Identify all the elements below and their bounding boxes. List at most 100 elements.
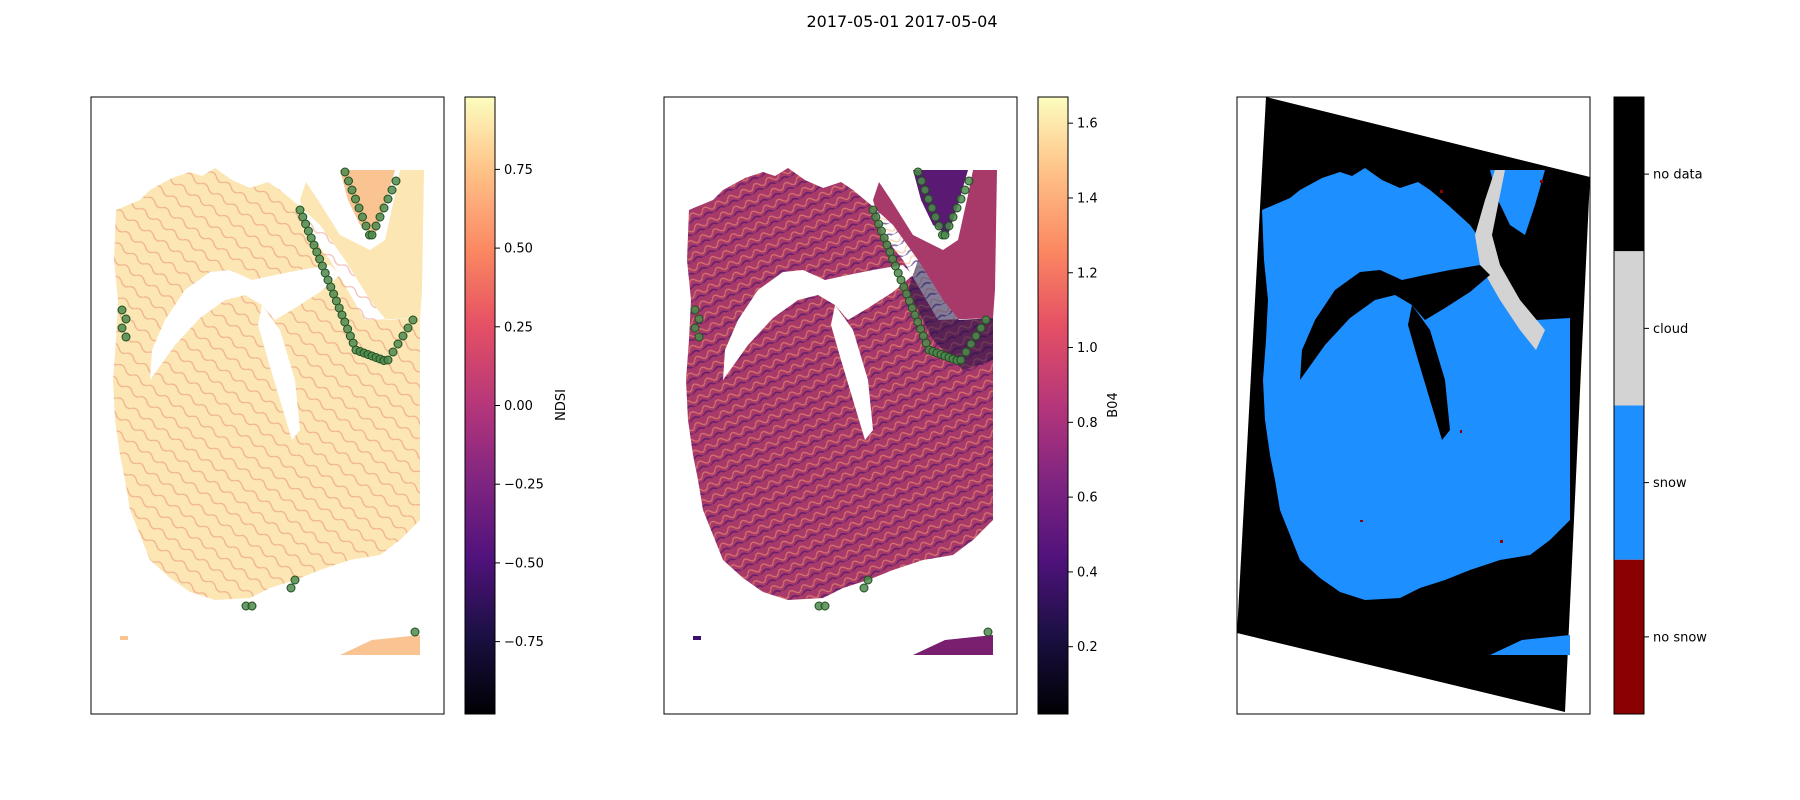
coast-marker (408, 315, 418, 325)
ndsi-map (113, 167, 424, 655)
coast-marker (375, 212, 385, 222)
coast-marker (952, 203, 962, 213)
ndsi-tick-label: 0.75 (504, 163, 533, 178)
ndsi-colorbar-label: NDSI (554, 389, 569, 421)
coast-marker (358, 212, 367, 222)
coast-marker (913, 167, 923, 177)
class-colorbar-nosnow (1614, 559, 1644, 714)
class-map (1237, 97, 1590, 712)
coast-marker (820, 601, 830, 611)
b04-tick-label: 1.6 (1077, 117, 1098, 132)
coast-marker (859, 583, 869, 593)
coast-marker (410, 627, 420, 637)
coast-marker (863, 575, 873, 585)
ndsi-tick-label: 0.25 (504, 320, 533, 335)
coast-marker (983, 627, 993, 637)
coast-marker (940, 230, 950, 240)
coast-marker (383, 355, 393, 365)
ndsi-landmass (113, 168, 424, 655)
coast-marker (121, 332, 131, 342)
class-tick-label: cloud (1653, 322, 1688, 337)
coast-marker (694, 332, 704, 342)
class-nosnow-speckles (1360, 180, 1543, 543)
coast-marker (403, 323, 413, 333)
ndsi-fjord (150, 265, 340, 380)
coast-marker (961, 347, 971, 357)
coast-marker (117, 305, 127, 315)
coast-marker (398, 331, 408, 341)
b04-tick-label: 1.2 (1077, 266, 1098, 281)
panel-b04: 0.2 0.4 0.6 0.8 1.0 1.2 1.4 1.6 B04 (663, 96, 1121, 715)
class-tick-label: no snow (1653, 630, 1707, 645)
class-colorbar-ticks: no snow snow cloud no data (1644, 168, 1707, 645)
coast-marker (286, 583, 296, 593)
b04-colorbar-gradient (1037, 96, 1069, 715)
coast-marker (948, 212, 958, 222)
coast-marker (351, 194, 360, 204)
coast-marker (354, 203, 364, 213)
b04-tick-label: 1.4 (1077, 191, 1098, 206)
ndsi-tick-label: −0.75 (504, 635, 544, 650)
coast-marker (391, 176, 401, 186)
coast-marker (347, 185, 357, 195)
coast-marker (920, 185, 930, 195)
b04-coast-markers (690, 167, 993, 637)
coast-marker (361, 221, 371, 231)
coast-marker (956, 355, 966, 365)
class-colorbar-nodata (1614, 97, 1644, 252)
ndsi-tick-label: −0.50 (504, 556, 544, 571)
coast-marker (121, 314, 131, 324)
coast-marker (981, 315, 991, 325)
coast-marker (117, 323, 127, 333)
coast-marker (690, 323, 700, 333)
class-tick-label: no data (1653, 168, 1703, 183)
coast-marker (371, 221, 381, 231)
coast-marker (966, 339, 976, 349)
class-fjord-nodata (1300, 265, 1490, 380)
class-colorbar: no snow snow cloud no data (1613, 96, 1707, 715)
class-colorbar-cloud (1614, 251, 1644, 406)
class-colorbar-snow (1614, 405, 1644, 560)
coast-marker (924, 194, 933, 204)
coast-marker (934, 221, 944, 231)
panel-classification: no snow snow cloud no data (1236, 96, 1707, 715)
coast-marker (344, 176, 353, 186)
coast-marker (367, 230, 377, 240)
coast-marker (393, 339, 403, 349)
b04-tick-label: 0.6 (1077, 491, 1098, 506)
coast-marker (971, 331, 981, 341)
b04-tick-label: 0.8 (1077, 416, 1098, 431)
coast-marker (379, 203, 389, 213)
coast-marker (917, 176, 926, 186)
ndsi-tick-label: −0.25 (504, 478, 544, 493)
coast-marker (944, 221, 954, 231)
coast-marker (931, 212, 940, 222)
coast-marker (340, 167, 350, 177)
coast-marker (976, 323, 986, 333)
b04-colorbar: 0.2 0.4 0.6 0.8 1.0 1.2 1.4 1.6 B04 (1037, 96, 1121, 715)
class-cloud-region (1475, 170, 1545, 350)
coast-marker (388, 347, 398, 357)
ndsi-tick-label: 0.50 (504, 242, 533, 257)
b04-map (686, 167, 997, 655)
b04-colorbar-ticks: 0.2 0.4 0.6 0.8 1.0 1.2 1.4 1.6 (1068, 117, 1098, 655)
coast-marker (690, 305, 700, 315)
coast-marker (290, 575, 300, 585)
b04-colorbar-label: B04 (1106, 392, 1121, 417)
b04-tick-label: 0.4 (1077, 565, 1098, 580)
b04-tick-label: 1.0 (1077, 341, 1098, 356)
ndsi-coast-markers (117, 167, 420, 637)
coast-marker (694, 314, 704, 324)
coast-marker (964, 176, 974, 186)
coast-marker (383, 194, 393, 204)
ndsi-colorbar: −0.75 −0.50 −0.25 0.00 0.25 0.50 0.75 NDSI (464, 96, 569, 715)
coast-marker (960, 185, 970, 195)
panel-ndsi: −0.75 −0.50 −0.25 0.00 0.25 0.50 0.75 NDSI (90, 96, 569, 715)
ndsi-colorbar-ticks: −0.75 −0.50 −0.25 0.00 0.25 0.50 0.75 (495, 163, 544, 650)
coast-marker (956, 194, 966, 204)
ndsi-tick-label: 0.00 (504, 399, 533, 414)
coast-marker (927, 203, 937, 213)
ndsi-colorbar-gradient (464, 96, 496, 715)
coast-marker (247, 601, 257, 611)
